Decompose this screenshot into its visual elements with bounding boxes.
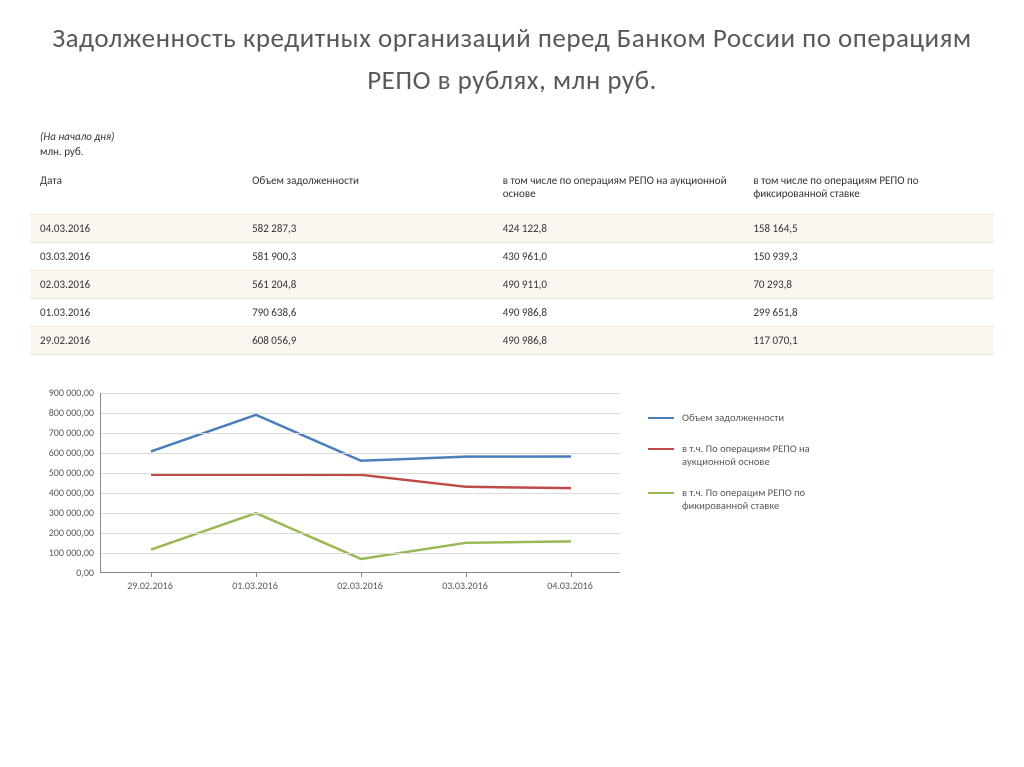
table-column-header: Дата xyxy=(30,168,242,215)
table-body: 04.03.2016582 287,3424 122,8158 164,503.… xyxy=(30,214,994,354)
table-row: 29.02.2016608 056,9490 986,8117 070,1 xyxy=(30,326,994,354)
table-row: 04.03.2016582 287,3424 122,8158 164,5 xyxy=(30,214,994,242)
table-header-row: ДатаОбъем задолженностив том числе по оп… xyxy=(30,168,994,215)
table-cell: 299 651,8 xyxy=(743,298,994,326)
x-tick-mark xyxy=(256,572,257,577)
legend-swatch xyxy=(648,448,674,450)
table-cell: 790 638,6 xyxy=(242,298,493,326)
table-cell: 01.03.2016 xyxy=(30,298,242,326)
table-column-header: Объем задолженности xyxy=(242,168,493,215)
table-unit: млн. руб. xyxy=(30,145,994,168)
legend-item: в т.ч. По операцим РЕПО по фикированной … xyxy=(648,486,833,512)
table-cell: 117 070,1 xyxy=(743,326,994,354)
data-table: ДатаОбъем задолженностив том числе по оп… xyxy=(30,168,994,355)
chart-legend: Объем задолженности в т.ч. По операциям Р… xyxy=(648,411,833,531)
chart-area: 0,00100 000,00200 000,00300 000,00400 00… xyxy=(100,393,994,573)
table-cell: 29.02.2016 xyxy=(30,326,242,354)
legend-item: в т.ч. По операциям РЕПО на аукционной о… xyxy=(648,442,833,468)
y-tick-label: 100 000,00 xyxy=(22,547,94,559)
table-cell: 70 293,8 xyxy=(743,270,994,298)
legend-swatch xyxy=(648,417,674,419)
legend-item: Объем задолженности xyxy=(648,411,833,424)
table-cell: 581 900,3 xyxy=(242,242,493,270)
y-axis-labels: 0,00 100 000,00 200 000,00 300 000,00 400 00… xyxy=(22,387,94,579)
x-tick-label: 01.03.2016 xyxy=(232,579,278,592)
x-tick-mark xyxy=(466,572,467,577)
legend-swatch xyxy=(648,492,674,494)
table-column-header: в том числе по операциям РЕПО по фиксиро… xyxy=(743,168,994,215)
y-tick-label: 600 000,00 xyxy=(22,447,94,459)
table-cell: 02.03.2016 xyxy=(30,270,242,298)
y-tick-label: 0,00 xyxy=(22,567,94,579)
table-cell: 150 939,3 xyxy=(743,242,994,270)
chart-gridline xyxy=(101,453,620,454)
table-cell: 490 986,8 xyxy=(493,298,744,326)
x-tick-label: 04.03.2016 xyxy=(547,579,593,592)
chart-gridline xyxy=(101,553,620,554)
table-column-header: в том числе по операциям РЕПО на аукцион… xyxy=(493,168,744,215)
chart-plot xyxy=(100,393,620,573)
table-cell: 561 204,8 xyxy=(242,270,493,298)
chart-gridline xyxy=(101,393,620,394)
x-tick-mark xyxy=(361,572,362,577)
chart-gridline xyxy=(101,433,620,434)
table-cell: 582 287,3 xyxy=(242,214,493,242)
x-tick-label: 02.03.2016 xyxy=(337,579,383,592)
table-row: 01.03.2016790 638,6490 986,8299 651,8 xyxy=(30,298,994,326)
legend-label: в т.ч. По операцим РЕПО по фикированной … xyxy=(682,486,833,512)
chart-gridline xyxy=(101,473,620,474)
slide-title: Задолженность кредитных организаций пере… xyxy=(0,0,1024,110)
x-tick-mark xyxy=(151,572,152,577)
chart-series-line xyxy=(151,474,571,487)
x-tick-label: 29.02.2016 xyxy=(127,579,173,592)
table-row: 02.03.2016561 204,8490 911,070 293,8 xyxy=(30,270,994,298)
table-cell: 424 122,8 xyxy=(493,214,744,242)
chart-gridline xyxy=(101,533,620,534)
x-tick-mark xyxy=(571,572,572,577)
y-tick-label: 900 000,00 xyxy=(22,387,94,399)
table-cell: 430 961,0 xyxy=(493,242,744,270)
chart-box: 0,00100 000,00200 000,00300 000,00400 00… xyxy=(100,393,620,573)
table-cell: 04.03.2016 xyxy=(30,214,242,242)
chart-gridline xyxy=(101,513,620,514)
legend-label: Объем задолженности xyxy=(682,411,784,424)
data-table-container: (На начало дня) млн. руб. ДатаОбъем задо… xyxy=(30,122,994,355)
chart-gridline xyxy=(101,413,620,414)
chart-lines xyxy=(101,393,621,573)
y-tick-label: 700 000,00 xyxy=(22,427,94,439)
table-cell: 490 986,8 xyxy=(493,326,744,354)
table-row: 03.03.2016581 900,3430 961,0150 939,3 xyxy=(30,242,994,270)
table-note: (На начало дня) xyxy=(30,122,994,145)
y-tick-label: 200 000,00 xyxy=(22,527,94,539)
table-cell: 03.03.2016 xyxy=(30,242,242,270)
x-axis-labels: 29.02.2016 01.03.2016 02.03.2016 03.03.2016… xyxy=(100,579,620,595)
chart-gridline xyxy=(101,493,620,494)
y-tick-label: 500 000,00 xyxy=(22,467,94,479)
table-cell: 608 056,9 xyxy=(242,326,493,354)
y-tick-label: 300 000,00 xyxy=(22,507,94,519)
table-cell: 158 164,5 xyxy=(743,214,994,242)
legend-label: в т.ч. По операциям РЕПО на аукционной о… xyxy=(682,442,833,468)
x-tick-label: 03.03.2016 xyxy=(442,579,488,592)
y-tick-label: 800 000,00 xyxy=(22,407,94,419)
y-tick-label: 400 000,00 xyxy=(22,487,94,499)
table-cell: 490 911,0 xyxy=(493,270,744,298)
